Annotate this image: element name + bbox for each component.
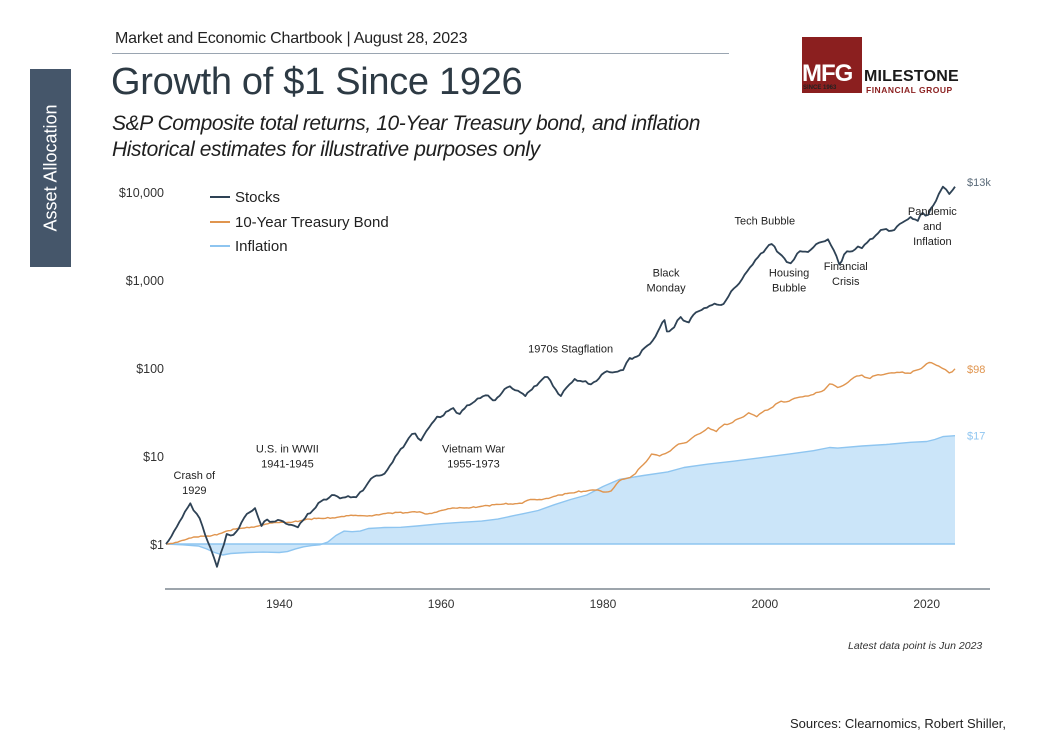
logo-mark-box — [802, 37, 862, 93]
x-tick-label: 1980 — [590, 597, 617, 611]
stocks-line — [165, 185, 956, 568]
page-title: Growth of $1 Since 1926 — [111, 61, 523, 103]
event-annotation: U.S. in WWII — [256, 443, 319, 455]
chartbook-header: Market and Economic Chartbook | August 2… — [115, 30, 468, 47]
legend-label: Inflation — [235, 238, 288, 255]
y-tick-label: $100 — [136, 362, 164, 376]
end-value-label: $98 — [967, 364, 985, 376]
y-tick-label: $10,000 — [119, 186, 164, 200]
event-annotation: Black — [653, 267, 680, 279]
header-divider — [112, 53, 729, 54]
y-tick-label: $1 — [150, 538, 164, 552]
subtitle-line-1: S&P Composite total returns, 10-Year Tre… — [112, 112, 700, 135]
event-annotation: 1929 — [182, 485, 206, 497]
bond-line — [165, 361, 956, 545]
logo-tagline: FINANCIAL GROUP — [866, 85, 953, 95]
event-annotation: Financial — [824, 261, 868, 273]
event-annotation: Inflation — [913, 236, 952, 248]
event-annotation: Monday — [647, 282, 687, 294]
x-tick-label: 2020 — [913, 597, 940, 611]
end-value-label: $13k — [967, 177, 991, 189]
inflation-line — [165, 435, 956, 556]
subtitle: S&P Composite total returns, 10-Year Tre… — [112, 111, 700, 163]
event-annotation: 1941-1945 — [261, 458, 314, 470]
legend-label: Stocks — [235, 189, 280, 206]
logo-since: SINCE 1963 — [803, 85, 837, 91]
legend-label: 10-Year Treasury Bond — [235, 214, 389, 231]
end-value-label: $17 — [967, 431, 985, 443]
sources-note: Sources: Clearnomics, Robert Shiller, — [790, 716, 1007, 731]
section-tab: Asset Allocation — [30, 69, 71, 267]
event-annotation: Vietnam War — [442, 443, 505, 455]
latest-data-note: Latest data point is Jun 2023 — [848, 640, 983, 652]
y-tick-label: $1,000 — [126, 274, 164, 288]
event-annotation: 1970s Stagflation — [528, 344, 613, 356]
company-logo: MFG SINCE 1963 MILESTONE FINANCIAL GROUP — [802, 37, 972, 97]
logo-mark-text: MFG — [802, 60, 853, 87]
event-annotation: and — [923, 221, 941, 233]
event-annotation: Crisis — [832, 276, 860, 288]
inflation-area — [166, 435, 955, 555]
event-annotation: Crash of — [174, 470, 217, 482]
y-tick-label: $10 — [143, 450, 164, 464]
event-annotation: Housing — [769, 267, 809, 279]
event-annotation: Pandemic — [908, 206, 957, 218]
subtitle-line-2: Historical estimates for illustrative pu… — [112, 138, 540, 161]
x-tick-label: 1960 — [428, 597, 455, 611]
x-tick-label: 2000 — [751, 597, 778, 611]
event-annotation: 1955-1973 — [447, 458, 500, 470]
x-tick-label: 1940 — [266, 597, 293, 611]
event-annotation: Tech Bubble — [735, 215, 796, 227]
event-annotation: Bubble — [772, 282, 806, 294]
logo-name: MILESTONE — [864, 68, 959, 85]
